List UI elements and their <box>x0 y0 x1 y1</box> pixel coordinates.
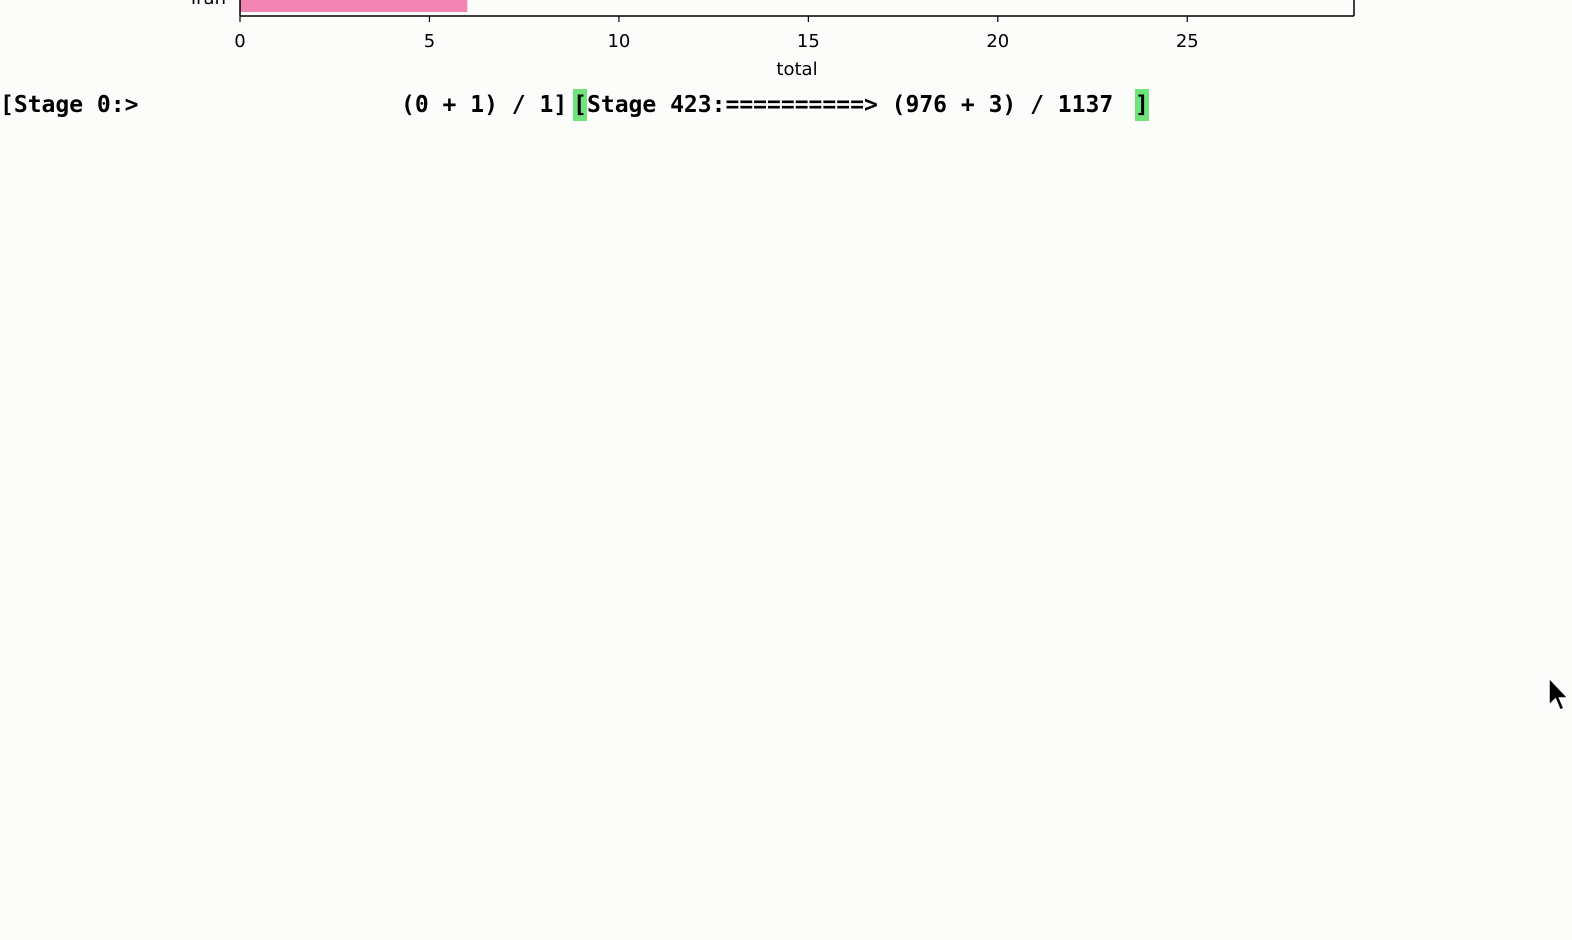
stage0-progress: (0 + 1) / 1] <box>401 92 568 118</box>
stage423-progress: Stage 423:==========> (976 + 3) / 1137 <box>587 92 1114 118</box>
x-tick-label: 0 <box>234 31 245 52</box>
x-axis-label: total <box>776 59 817 80</box>
x-tick-label: 10 <box>607 31 630 52</box>
y-category-label: Iran <box>191 0 226 9</box>
bar-chart: 0 5 10 15 20 25 Iran total <box>191 0 1355 80</box>
mouse-pointer-icon <box>1548 677 1570 711</box>
x-tick-label: 5 <box>424 31 435 52</box>
bar-iran <box>240 0 468 12</box>
x-tick-label: 25 <box>1176 31 1199 52</box>
highlight-close-bracket: ] <box>1135 89 1149 121</box>
x-tick-label: 20 <box>986 31 1009 52</box>
x-ticks-group: 0 5 10 15 20 25 <box>234 16 1199 52</box>
highlight-open-bracket: [ <box>573 89 587 121</box>
x-tick-label: 15 <box>797 31 820 52</box>
spark-progress-console: [Stage 0:> (0 + 1) / 1] [ Stage 423:====… <box>0 89 1149 121</box>
bars-group <box>240 0 468 12</box>
stage0-label: [Stage 0:> <box>0 92 139 118</box>
